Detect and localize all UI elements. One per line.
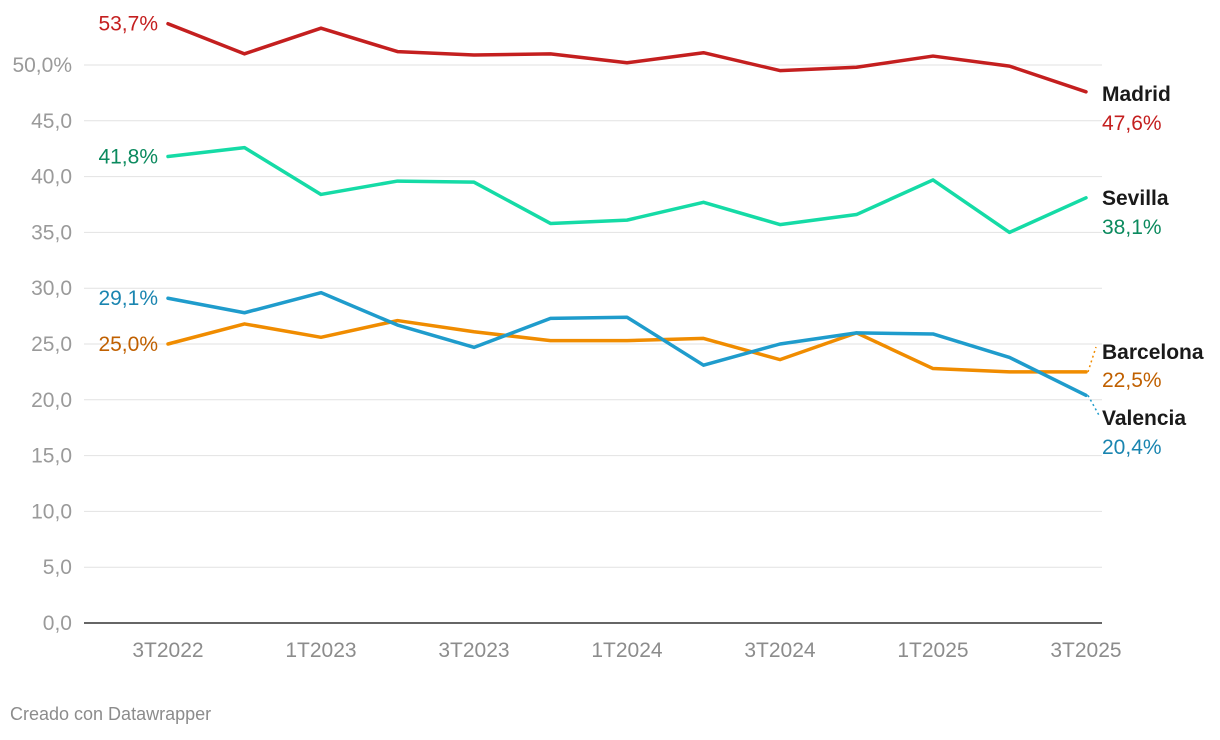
end-value-label: 47,6%: [1102, 112, 1162, 135]
series-name-label: Sevilla: [1102, 187, 1169, 210]
end-value-label: 38,1%: [1102, 216, 1162, 239]
y-tick-label: 30,0: [31, 277, 72, 300]
end-value-label: 22,5%: [1102, 369, 1162, 392]
start-value-label: 53,7%: [98, 13, 158, 36]
x-tick-label: 3T2025: [1050, 639, 1121, 662]
x-tick-label: 3T2023: [438, 639, 509, 662]
line-chart: 0,0 5,0 10,0 15,0 20,0 25,0 30,0 35,0 40,0 45,0 50…: [12, 13, 1203, 662]
label-connector: [1087, 346, 1097, 373]
series-name-label: Valencia: [1102, 407, 1186, 430]
start-value-label: 29,1%: [98, 287, 158, 310]
x-tick-label: 1T2023: [285, 639, 356, 662]
x-tick-label: 3T2024: [744, 639, 816, 662]
series-labels: 53,7% Madrid 47,6% 41,8% Sevilla 38,1% 25,0% Ba…: [98, 13, 1203, 459]
label-connector: [1087, 394, 1101, 418]
x-tick-label: 1T2024: [591, 639, 663, 662]
y-tick-label: 0,0: [43, 612, 72, 635]
start-value-label: 41,8%: [98, 146, 158, 169]
x-tick-label: 3T2022: [132, 639, 203, 662]
y-tick-label: 35,0: [31, 221, 72, 244]
series-name-label: Barcelona: [1102, 341, 1204, 364]
y-tick-label: 20,0: [31, 389, 72, 412]
series-line-madrid: [166, 21, 1088, 94]
y-tick-label: 15,0: [31, 445, 72, 468]
series-line-sevilla: [166, 145, 1088, 235]
y-tick-label: 50,0%: [12, 54, 72, 77]
x-tick-label: 1T2025: [897, 639, 968, 662]
y-tick-label: 45,0: [31, 110, 72, 133]
gridlines: [84, 64, 1102, 568]
y-tick-label: 10,0: [31, 500, 72, 523]
y-tick-label: 40,0: [31, 166, 72, 189]
series-name-label: Madrid: [1102, 83, 1171, 106]
x-axis-ticks: 3T2022 1T2023 3T2023 1T2024 3T2024 1T2025 3T20…: [132, 639, 1121, 662]
y-tick-label: 5,0: [43, 556, 72, 579]
series-line-valencia: [166, 290, 1088, 398]
footer-credit: Creado con Datawrapper: [10, 704, 212, 724]
start-value-label: 25,0%: [98, 333, 158, 356]
y-axis-ticks: 0,0 5,0 10,0 15,0 20,0 25,0 30,0 35,0 40,0 45,0 50…: [12, 54, 72, 635]
y-tick-label: 25,0: [31, 333, 72, 356]
series-lines: [166, 21, 1088, 398]
series-line-barcelona: [166, 318, 1088, 374]
end-value-label: 20,4%: [1102, 436, 1162, 459]
